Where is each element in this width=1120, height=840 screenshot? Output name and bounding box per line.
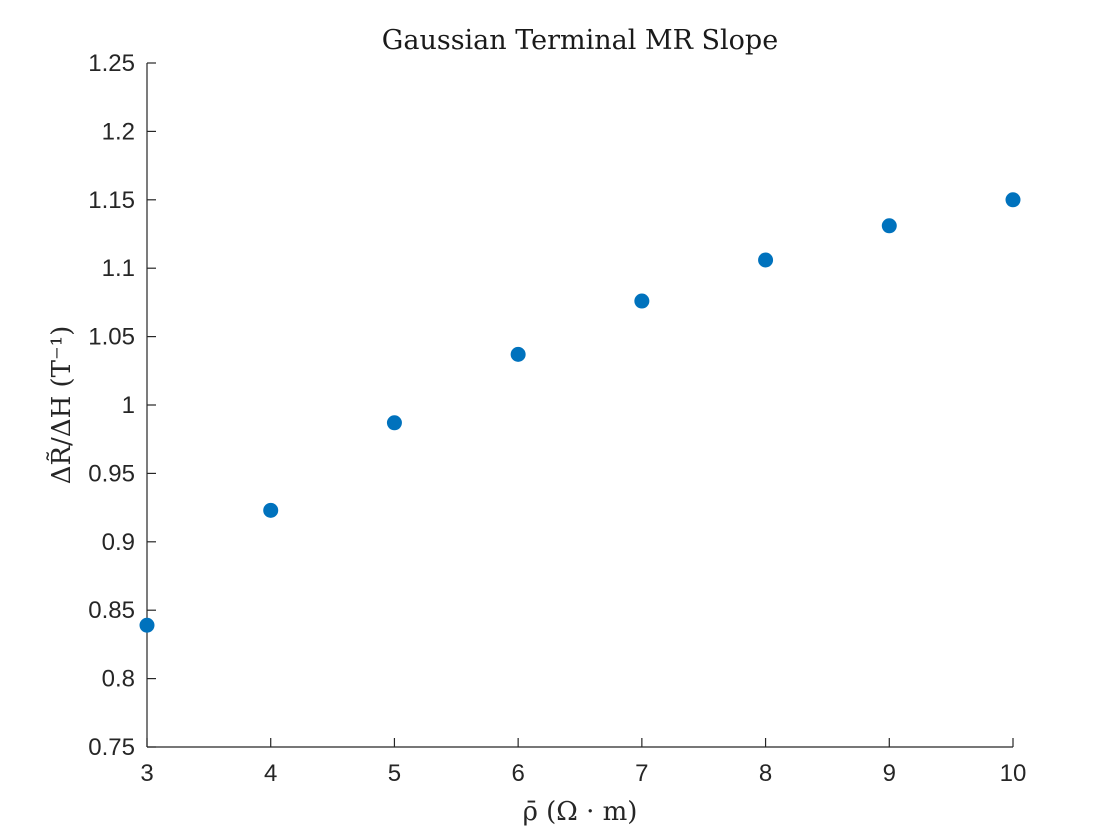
chart-title: Gaussian Terminal MR Slope <box>382 25 778 56</box>
x-axis-label: ρ̄ (Ω · m) <box>523 797 638 827</box>
y-tick-label: 1.1 <box>102 255 135 282</box>
x-tick-label: 4 <box>264 760 277 787</box>
y-axis-label: ΔR̃/ΔH (T⁻¹) <box>46 326 77 485</box>
y-tick-label: 0.8 <box>102 666 135 693</box>
y-tick-label: 1 <box>122 392 135 419</box>
y-tick-label: 0.95 <box>88 460 135 487</box>
data-point <box>263 502 279 518</box>
data-points <box>139 192 1021 633</box>
data-point <box>139 617 155 633</box>
axes <box>146 63 1013 748</box>
y-tick-label: 1.25 <box>88 50 135 77</box>
data-point <box>634 293 650 309</box>
x-tick-label: 7 <box>635 760 648 787</box>
data-point <box>1005 192 1021 208</box>
y-tick-label: 0.9 <box>102 529 135 556</box>
y-tick-label: 0.75 <box>88 734 135 761</box>
x-tick-label: 6 <box>511 760 524 787</box>
x-tick-label: 10 <box>1000 760 1027 787</box>
y-tick-label: 1.2 <box>102 118 135 145</box>
x-tick-label: 3 <box>140 760 153 787</box>
data-point <box>758 252 774 268</box>
data-point <box>386 415 402 431</box>
y-tick-label: 0.85 <box>88 597 135 624</box>
tick-group: 3 4 5 6 7 8 9 10 0.75 0.8 0.85 0.9 0.95 1 1.05 1.1 1.15 1… <box>88 50 1026 787</box>
data-point <box>510 346 526 362</box>
data-point <box>881 218 897 234</box>
x-tick-label: 5 <box>388 760 401 787</box>
x-tick-label: 8 <box>759 760 772 787</box>
x-tick-label: 9 <box>883 760 896 787</box>
y-tick-label: 1.15 <box>88 187 135 214</box>
y-tick-label: 1.05 <box>88 324 135 351</box>
